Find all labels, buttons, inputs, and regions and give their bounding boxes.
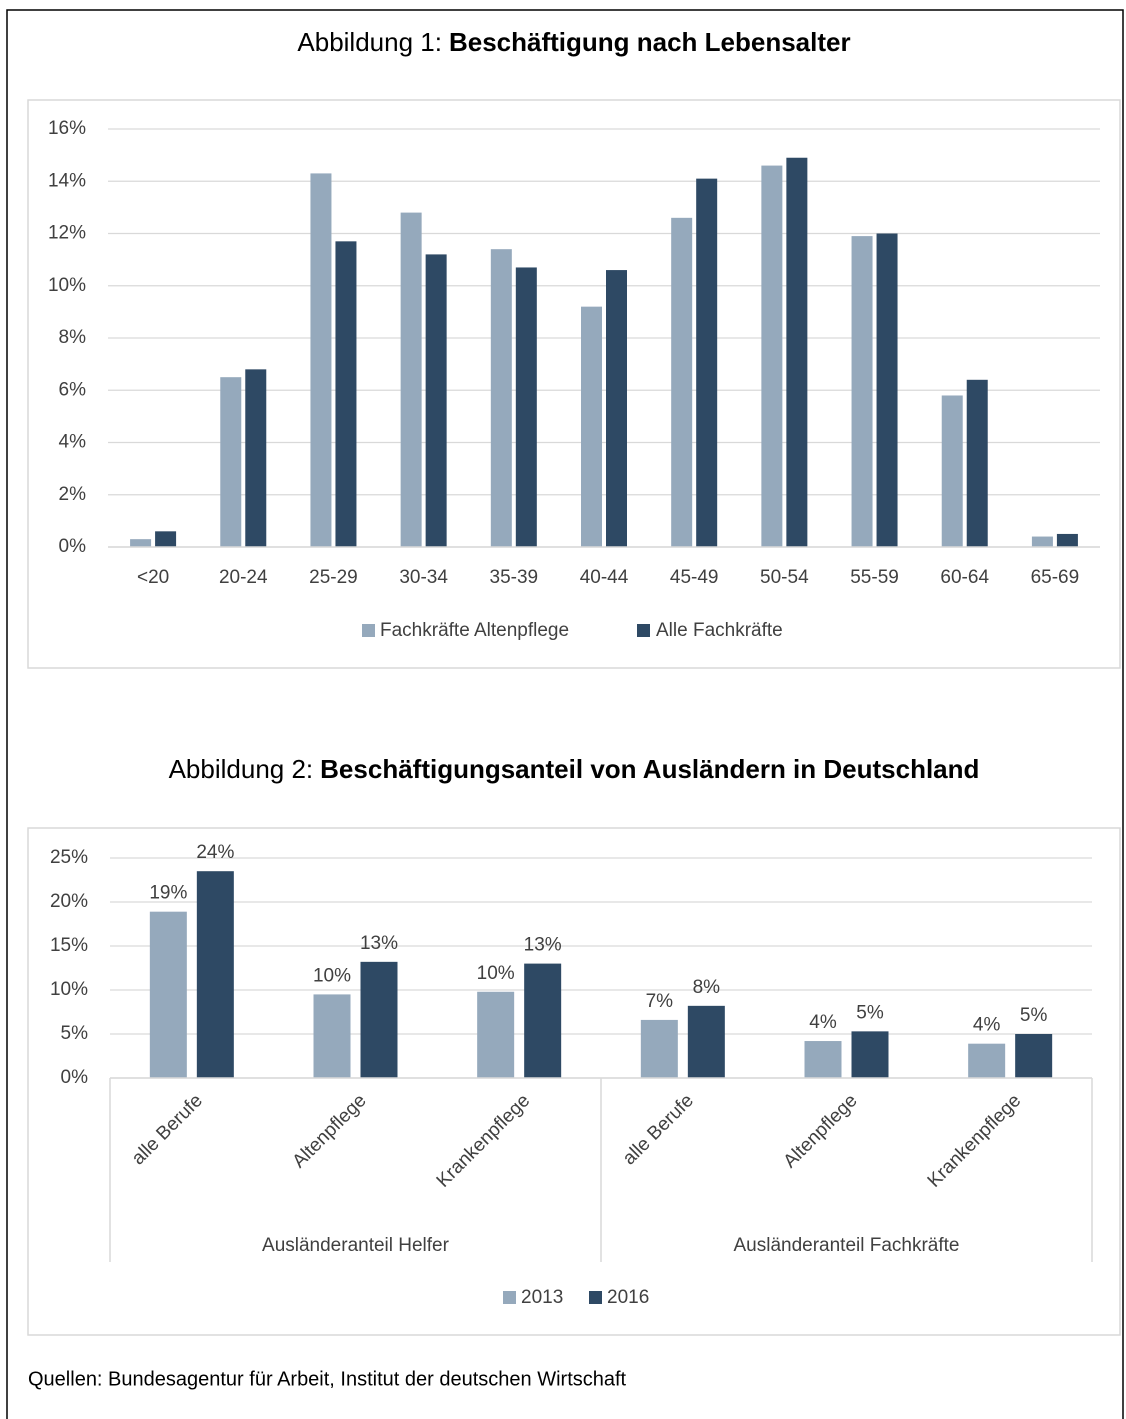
bar bbox=[640, 1019, 678, 1078]
bar bbox=[335, 241, 357, 547]
bar bbox=[968, 1043, 1006, 1078]
x-tick-label: 65-69 bbox=[1031, 567, 1080, 588]
legend-swatch bbox=[589, 1291, 602, 1304]
chart-title: Abbildung 2: Beschäftigungsanteil von Aus… bbox=[169, 754, 980, 784]
y-tick-label: 8% bbox=[59, 327, 87, 348]
y-tick-label: 12% bbox=[48, 223, 86, 244]
x-tick-label: 60-64 bbox=[940, 567, 989, 588]
y-tick-label: 15% bbox=[50, 935, 88, 956]
y-tick-label: 25% bbox=[50, 847, 88, 868]
value-label: 4% bbox=[809, 1012, 837, 1033]
y-tick-label: 14% bbox=[48, 170, 86, 191]
chart-panel bbox=[27, 99, 1121, 669]
bar bbox=[1015, 1034, 1053, 1078]
x-tick-label: 35-39 bbox=[490, 567, 539, 588]
bar bbox=[425, 254, 447, 547]
x-tick-label: alle Berufe bbox=[619, 1090, 698, 1169]
value-label: 13% bbox=[524, 935, 562, 956]
legend-swatch bbox=[503, 1291, 516, 1304]
bar bbox=[606, 270, 627, 547]
value-label: 10% bbox=[313, 965, 351, 986]
bar bbox=[310, 173, 332, 547]
x-tick-label: Altenpflege bbox=[289, 1090, 371, 1172]
source: Quellen: Bundesagentur für Arbeit, Insti… bbox=[28, 1368, 627, 1390]
value-label: 5% bbox=[1020, 1005, 1048, 1026]
value-label: 13% bbox=[360, 933, 398, 954]
x-tick-label: 25-29 bbox=[309, 567, 358, 588]
y-tick-label: 4% bbox=[59, 432, 87, 453]
bar bbox=[671, 217, 693, 547]
bar bbox=[761, 165, 783, 547]
bar bbox=[786, 157, 808, 548]
x-tick-label: 45-49 bbox=[670, 567, 719, 588]
bar bbox=[400, 212, 422, 547]
value-label: 7% bbox=[646, 991, 674, 1012]
bar bbox=[515, 267, 537, 547]
y-tick-label: 10% bbox=[50, 979, 88, 1000]
bar bbox=[851, 236, 873, 548]
title-text: Beschäftigung nach Lebensalter bbox=[449, 27, 851, 57]
x-tick-label: 20-24 bbox=[219, 567, 268, 588]
y-tick-label: 6% bbox=[59, 379, 87, 400]
bar bbox=[196, 871, 234, 1078]
legend-label: Fachkräfte Altenpflege bbox=[380, 620, 569, 641]
chart-panel bbox=[27, 827, 1121, 1336]
bar bbox=[804, 1041, 842, 1078]
outer-border bbox=[6, 9, 1124, 1419]
bar bbox=[220, 377, 242, 547]
bar bbox=[360, 961, 398, 1078]
x-tick-label: <20 bbox=[137, 567, 169, 588]
bar bbox=[130, 539, 152, 547]
bar bbox=[155, 531, 177, 547]
value-label: 24% bbox=[196, 842, 234, 863]
bar bbox=[149, 911, 187, 1078]
legend-label: 2016 bbox=[607, 1287, 649, 1308]
chart-title: Abbildung 1: Beschäftigung nach Lebensalt… bbox=[297, 27, 850, 57]
bar bbox=[245, 369, 267, 547]
y-tick-label: 0% bbox=[59, 536, 87, 557]
value-label: 8% bbox=[693, 977, 721, 998]
group-label: Ausländeranteil Helfer bbox=[262, 1235, 450, 1256]
x-tick-label: 50-54 bbox=[760, 567, 809, 588]
x-tick-label: 55-59 bbox=[850, 567, 899, 588]
bar bbox=[524, 963, 562, 1078]
figure-label: Abbildung 2: bbox=[169, 754, 314, 784]
y-tick-label: 2% bbox=[59, 484, 87, 505]
legend-label: Alle Fachkräfte bbox=[656, 620, 783, 641]
y-tick-label: 16% bbox=[48, 118, 86, 139]
value-label: 10% bbox=[477, 963, 515, 984]
bar bbox=[876, 233, 898, 547]
legend-label: 2013 bbox=[521, 1287, 563, 1308]
x-tick-label: alle Berufe bbox=[128, 1090, 207, 1169]
y-tick-label: 0% bbox=[61, 1067, 89, 1088]
bar bbox=[477, 991, 515, 1078]
bar bbox=[1056, 533, 1078, 547]
bar bbox=[490, 249, 512, 548]
value-label: 5% bbox=[856, 1002, 884, 1023]
bar bbox=[581, 306, 602, 547]
x-tick-label: Krankenpflege bbox=[924, 1090, 1026, 1192]
y-tick-label: 5% bbox=[61, 1023, 89, 1044]
x-tick-label: Altenpflege bbox=[780, 1090, 862, 1172]
bar bbox=[687, 1005, 725, 1078]
legend-swatch bbox=[637, 624, 650, 637]
figure-label: Abbildung 1: bbox=[297, 27, 442, 57]
bar bbox=[941, 395, 963, 547]
title-text: Beschäftigungsanteil von Ausländern in D… bbox=[320, 754, 979, 784]
bar bbox=[966, 379, 988, 547]
group-label: Ausländeranteil Fachkräfte bbox=[733, 1235, 959, 1256]
value-label: 4% bbox=[973, 1015, 1001, 1036]
bar bbox=[313, 994, 351, 1078]
x-tick-label: 40-44 bbox=[580, 567, 629, 588]
legend-swatch bbox=[362, 624, 375, 637]
bar bbox=[696, 178, 718, 547]
value-label: 19% bbox=[149, 883, 187, 904]
x-tick-label: 30-34 bbox=[399, 567, 448, 588]
y-tick-label: 10% bbox=[48, 275, 86, 296]
bar bbox=[1031, 536, 1053, 547]
x-tick-label: Krankenpflege bbox=[433, 1090, 535, 1192]
bar bbox=[851, 1031, 889, 1078]
y-tick-label: 20% bbox=[50, 891, 88, 912]
